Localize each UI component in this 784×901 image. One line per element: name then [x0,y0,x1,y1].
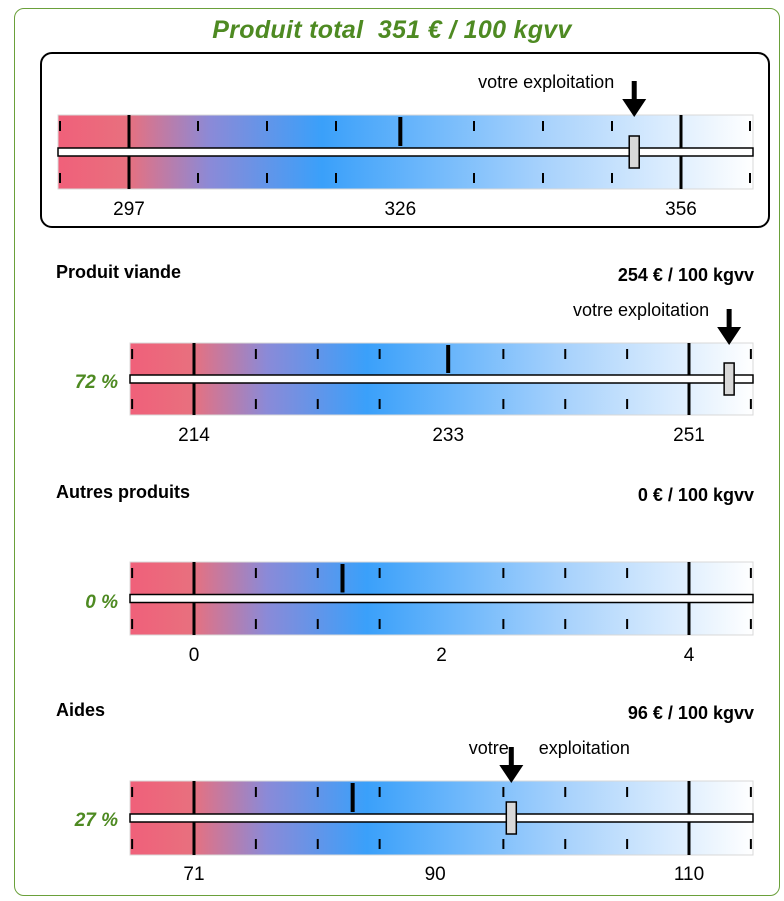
tick-label: 251 [673,425,705,446]
marker-label: votre exploitation [573,300,709,320]
gauge-track [129,813,754,823]
gauge-track [57,147,754,157]
percent-autres: 0 % [85,592,118,613]
farm-arrow-head [499,765,524,783]
total-gauge-box [40,52,770,228]
tick-label: 356 [665,199,697,220]
farm-marker [723,362,735,396]
chart-title: Produit total 351 € / 100 kgvv [212,16,572,44]
section-value-viande: 254 € / 100 kgvv [617,265,754,285]
percent-aides: 27 % [74,810,118,831]
tick-label: 326 [384,199,416,220]
section-value-aides: 96 € / 100 kgvv [627,703,754,723]
tick-label: 0 [189,645,200,666]
tick-label: 71 [183,864,204,885]
tick-label: 90 [425,864,446,885]
tick-label: 233 [432,425,464,446]
marker-label: votre exploitation [478,72,614,92]
gauge-track [129,593,754,604]
farm-arrow-head [622,99,647,117]
tick-label: 297 [113,199,145,220]
percent-viande: 72 % [74,372,118,393]
section-value-autres: 0 € / 100 kgvv [637,485,754,505]
section-label-autres: Autres produits [56,482,191,502]
farm-marker [628,135,640,169]
marker-label: votre exploitation [469,738,630,758]
gauge-track [129,374,754,384]
farm-arrow-head [717,327,742,345]
tick-label: 214 [178,425,210,446]
farm-marker [505,801,518,835]
tick-label: 2 [436,645,447,666]
section-label-viande: Produit viande [56,262,182,282]
tick-label: 4 [684,645,695,666]
tick-label: 110 [674,864,704,885]
panel-frame [14,8,780,896]
section-label-aides: Aides [56,700,106,720]
